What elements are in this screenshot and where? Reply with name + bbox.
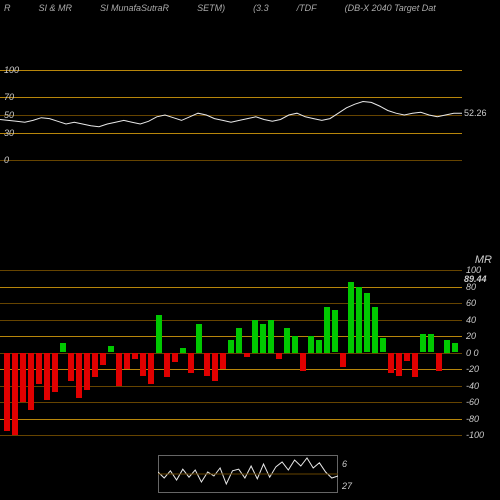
mr-bar <box>372 307 378 352</box>
header-label: R <box>4 3 11 18</box>
mr-gridline <box>0 386 462 387</box>
mr-bar <box>20 353 26 403</box>
mr-bar <box>436 353 442 371</box>
mr-bar <box>300 353 306 371</box>
mr-gridline <box>0 435 462 436</box>
mr-bar <box>332 310 338 353</box>
rsi-line-chart <box>0 70 462 164</box>
mr-bar <box>404 353 410 361</box>
mr-bar <box>28 353 34 411</box>
mr-bar <box>92 353 98 378</box>
mr-bar <box>36 353 42 384</box>
mr-bar <box>76 353 82 398</box>
mr-bar <box>412 353 418 378</box>
mr-bar <box>452 343 458 353</box>
mr-axis-label: 20 <box>466 331 476 341</box>
mr-bar <box>244 353 250 357</box>
mr-axis-label: 0 0 <box>466 348 479 358</box>
header-label: SI & MR <box>39 3 73 18</box>
mr-axis-label: -60 <box>466 397 479 407</box>
mr-bar <box>156 315 162 352</box>
mr-bar <box>132 353 138 360</box>
header-label: /TDF <box>297 3 317 18</box>
mr-bar <box>12 353 18 436</box>
chart-header: R SI & MR SI MunafaSutraR SETM) (3.3/TDF (DB-… <box>0 0 500 18</box>
mr-gridline <box>0 303 462 304</box>
mr-bar <box>364 293 370 352</box>
mr-bar <box>260 324 266 353</box>
mr-gridline <box>0 419 462 420</box>
mr-gridline <box>0 320 462 321</box>
mr-bar <box>348 282 354 352</box>
mr-gridline <box>0 402 462 403</box>
mr-bar <box>164 353 170 378</box>
mr-bar <box>220 353 226 370</box>
mr-bar <box>188 353 194 374</box>
spark-line <box>158 455 338 493</box>
mr-bar <box>356 287 362 353</box>
header-label: SETM) <box>197 3 225 18</box>
mr-bar <box>284 328 290 353</box>
header-label: (3.3 <box>253 3 269 18</box>
mr-bar <box>268 320 274 353</box>
mr-axis-label: -100 <box>466 430 484 440</box>
mr-current-value: 89.44 <box>464 274 487 284</box>
spark-label-hi: 6 <box>342 459 347 469</box>
header-label: SI MunafaSutraR <box>100 3 169 18</box>
mr-axis-label: -20 <box>466 364 479 374</box>
mr-axis-label: 60 <box>466 298 476 308</box>
mr-bar <box>228 340 234 352</box>
mr-axis-label: -80 <box>466 414 479 424</box>
mr-bar <box>236 328 242 353</box>
mr-bar <box>444 340 450 352</box>
mr-axis-label: 40 <box>466 315 476 325</box>
mr-bar <box>100 353 106 365</box>
mr-bar <box>340 353 346 368</box>
mr-bar <box>108 346 114 353</box>
mr-bar <box>204 353 210 376</box>
mr-bar <box>276 353 282 360</box>
mr-gridline <box>0 287 462 288</box>
mr-bar <box>180 348 186 352</box>
mr-gridline <box>0 270 462 271</box>
mr-bar <box>116 353 122 386</box>
mr-bar <box>60 343 66 353</box>
mr-gridline <box>0 336 462 337</box>
mr-bar <box>380 338 386 353</box>
mr-bar <box>308 336 314 353</box>
mr-bar <box>4 353 10 431</box>
header-label: (DB-X 2040 Target Dat <box>345 3 436 18</box>
mr-bar <box>124 353 130 370</box>
mr-axis-label: -40 <box>466 381 479 391</box>
mr-bar <box>68 353 74 382</box>
mr-bar <box>212 353 218 382</box>
mr-bar <box>148 353 154 384</box>
mr-bar <box>324 307 330 352</box>
mr-bar <box>52 353 58 393</box>
mr-bar <box>44 353 50 401</box>
mr-bar <box>292 336 298 353</box>
mr-bar <box>420 334 426 352</box>
rsi-current-value: 52.26 <box>464 108 487 118</box>
mr-bar <box>252 320 258 353</box>
mr-bar <box>172 353 178 363</box>
mr-bar <box>396 353 402 376</box>
mr-bar <box>428 334 434 352</box>
mr-bar <box>84 353 90 390</box>
mr-bar <box>196 324 202 353</box>
mr-bar <box>316 340 322 352</box>
mr-bar <box>140 353 146 376</box>
spark-label-lo: 27 <box>342 481 352 491</box>
mr-bar <box>388 353 394 374</box>
